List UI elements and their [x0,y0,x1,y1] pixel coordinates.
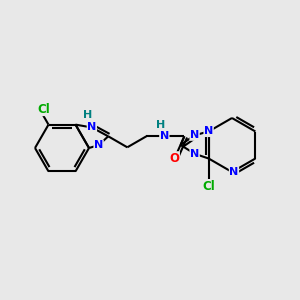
Text: N: N [87,122,97,133]
Text: N: N [160,131,169,141]
Text: N: N [204,127,213,136]
Text: Cl: Cl [37,103,50,116]
Text: N: N [94,140,103,150]
Text: N: N [190,149,199,159]
Text: H: H [156,120,165,130]
Text: Cl: Cl [202,180,215,193]
Text: N: N [190,130,199,140]
Text: H: H [83,110,92,121]
Text: N: N [230,167,238,177]
Text: O: O [169,152,179,165]
